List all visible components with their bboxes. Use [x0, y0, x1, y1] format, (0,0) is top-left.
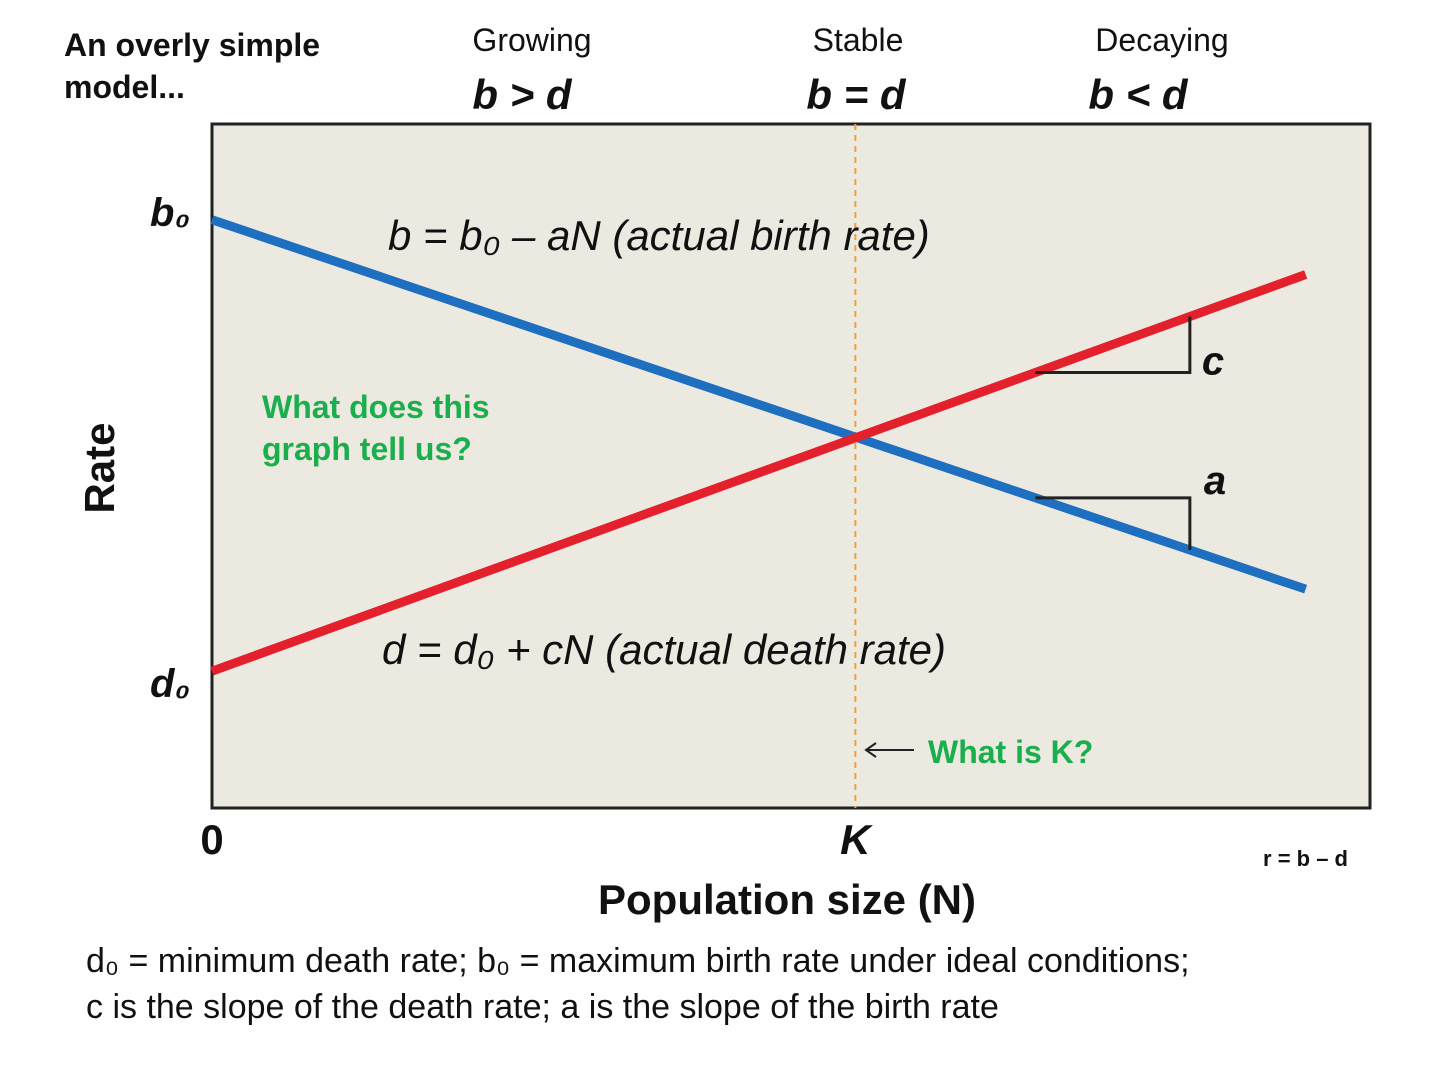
x-tick-0: 0 [200, 816, 223, 863]
phase-growing-label: Growing [472, 22, 592, 58]
phase-growing-condition: b > d [472, 71, 572, 118]
birth-rate-line [210, 215, 1308, 594]
y-axis-label: Rate [76, 422, 123, 514]
phase-stable-condition: b = d [806, 71, 906, 118]
k-arrow-head [864, 742, 877, 758]
phase-decaying-condition: b < d [1088, 71, 1188, 118]
question-annotation-line-2: graph tell us? [262, 431, 472, 467]
birth-rate-label: b = b₀ – aN (actual birth rate) [388, 212, 930, 259]
slope-triangle-c [1035, 316, 1192, 374]
slope-label-a: a [1204, 459, 1226, 503]
footnote-line-1: d₀ = minimum death rate; b₀ = maximum bi… [86, 942, 1190, 980]
y-tick-d0: d₀ [150, 662, 190, 706]
death-rate-label: d = d₀ + cN (actual death rate) [382, 626, 946, 673]
slope-triangle-a [1035, 496, 1192, 551]
k-question-annotation: What is K? [928, 734, 1093, 770]
page-title: An overly simple model... [64, 27, 321, 105]
question-annotation-line-1: What does this [262, 389, 490, 425]
x-tick-k: K [840, 816, 873, 863]
footnote-line-2: c is the slope of the death rate; a is t… [86, 988, 999, 1026]
growth-rate-formula: r = b – d [1263, 846, 1348, 871]
phase-stable-label: Stable [812, 22, 904, 58]
plot-area [210, 122, 1372, 810]
phase-decaying-label: Decaying [1095, 22, 1229, 58]
x-axis-label: Population size (N) [598, 876, 976, 923]
death-rate-line [210, 270, 1308, 676]
slope-label-c: c [1202, 339, 1224, 383]
y-tick-b0: b₀ [150, 191, 190, 235]
